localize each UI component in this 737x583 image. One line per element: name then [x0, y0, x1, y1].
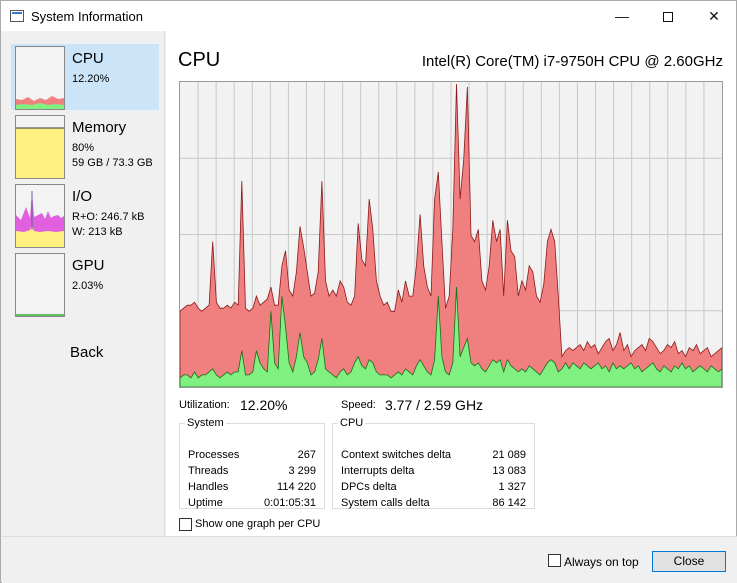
sidebar: CPU 12.20% Memory 80% 59 GB / 73.3 GB	[2, 31, 165, 536]
total-cpu-area	[180, 83, 722, 387]
interrupts-label: Interrupts delta	[341, 465, 415, 477]
sidebar-item-memory[interactable]: Memory 80% 59 GB / 73.3 GB	[11, 113, 159, 179]
speed-value: 3.77 / 2.59 GHz	[385, 397, 484, 413]
threads-label: Threads	[188, 465, 229, 477]
sidebar-item-gpu-title: GPU	[72, 257, 105, 274]
dpcs-label: DPCs delta	[341, 481, 397, 493]
sidebar-item-memory-percent: 80%	[72, 142, 95, 154]
system-row-threads: Threads 3 299	[180, 465, 324, 481]
maximize-icon	[663, 12, 673, 23]
cpu-row-interrupts: Interrupts delta 13 083	[333, 465, 534, 481]
system-group-title: System	[187, 417, 224, 429]
memory-thumbnail-graph	[15, 115, 65, 179]
system-calls-value: 86 142	[492, 497, 526, 509]
cpu-usage-graph-svg	[180, 82, 722, 387]
sidebar-item-gpu-usage: 2.03%	[72, 280, 104, 292]
minimize-button[interactable]: —	[615, 8, 629, 24]
one-graph-per-cpu-label[interactable]: Show one graph per CPU	[195, 518, 321, 530]
sidebar-item-io-title: I/O	[72, 188, 93, 205]
always-on-top-label[interactable]: Always on top	[564, 555, 639, 569]
cpu-usage-graph	[179, 81, 723, 388]
speed-label: Speed:	[341, 399, 376, 411]
sidebar-item-memory-amount: 59 GB / 73.3 GB	[72, 157, 153, 169]
system-row-handles: Handles 114 220	[180, 481, 324, 497]
utilization-label: Utilization:	[179, 399, 230, 411]
maximize-button[interactable]	[645, 1, 691, 31]
uptime-label: Uptime	[188, 497, 223, 509]
one-graph-per-cpu-checkbox[interactable]	[179, 518, 192, 531]
handles-value: 114 220	[277, 481, 316, 493]
app-icon	[10, 10, 24, 22]
page-title: CPU	[178, 49, 221, 71]
sidebar-item-io-write: W: 213 kB	[72, 226, 123, 238]
footer: Always on top Close	[2, 536, 737, 583]
cpu-stats-group-title: CPU	[340, 417, 364, 429]
system-row-uptime: Uptime 0:01:05:31	[180, 497, 324, 513]
io-thumbnail-graph	[15, 184, 65, 248]
sidebar-item-memory-title: Memory	[72, 119, 127, 136]
sidebar-item-cpu-usage: 12.20%	[72, 73, 110, 85]
sidebar-item-gpu[interactable]: GPU 2.03%	[11, 251, 159, 317]
processes-label: Processes	[188, 449, 240, 461]
system-group: System Processes 267 Threads 3 299 Handl…	[179, 417, 325, 509]
gpu-thumbnail-graph	[15, 253, 65, 317]
cpu-panel: CPU Intel(R) Core(TM) i7-9750H CPU @ 2.6…	[166, 31, 736, 536]
system-calls-label: System calls delta	[341, 497, 430, 509]
always-on-top-checkbox[interactable]	[548, 554, 561, 567]
kernel-cpu-area	[180, 286, 722, 387]
sidebar-item-io-read: R+O: 246.7 kB	[72, 211, 145, 223]
processes-value: 267	[297, 449, 316, 461]
utilization-value: 12.20%	[240, 397, 288, 413]
window-title: System Information	[31, 9, 143, 24]
sidebar-item-io[interactable]: I/O R+O: 246.7 kB W: 213 kB	[11, 182, 159, 248]
cpu-stats-group: CPU Context switches delta 21 089 Interr…	[332, 417, 535, 509]
cpu-row-context-switches: Context switches delta 21 089	[333, 449, 534, 465]
title-bar[interactable]: System Information — ✕	[1, 1, 736, 31]
interrupts-value: 13 083	[492, 465, 526, 477]
context-switches-label: Context switches delta	[341, 449, 452, 461]
back-button[interactable]: Back	[70, 344, 104, 361]
cpu-row-system-calls: System calls delta 86 142	[333, 497, 534, 513]
handles-label: Handles	[188, 481, 229, 493]
close-button[interactable]: Close	[652, 551, 726, 572]
cpu-model-name: Intel(R) Core(TM) i7-9750H CPU @ 2.60GHz	[421, 53, 723, 70]
cpu-row-dpcs: DPCs delta 1 327	[333, 481, 534, 497]
dpcs-value: 1 327	[498, 481, 526, 493]
sidebar-item-cpu-title: CPU	[72, 50, 104, 67]
uptime-value: 0:01:05:31	[264, 497, 316, 509]
cpu-thumbnail-graph	[15, 46, 65, 110]
system-row-processes: Processes 267	[180, 449, 324, 465]
context-switches-value: 21 089	[492, 449, 526, 461]
sidebar-item-cpu[interactable]: CPU 12.20%	[11, 44, 159, 110]
threads-value: 3 299	[288, 465, 316, 477]
close-window-button[interactable]: ✕	[708, 8, 720, 24]
